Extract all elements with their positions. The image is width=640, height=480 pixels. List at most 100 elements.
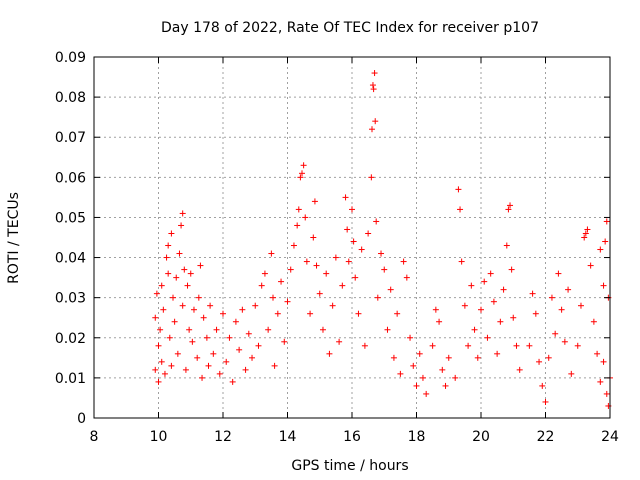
data-point (505, 206, 512, 213)
data-point (258, 282, 265, 289)
x-tick-label: 18 (408, 429, 426, 445)
grid-lines (94, 57, 610, 418)
data-point (189, 338, 196, 345)
data-point (352, 274, 359, 281)
data-point (261, 270, 268, 277)
data-point (365, 230, 372, 237)
data-point (474, 354, 481, 361)
data-point (184, 282, 191, 289)
data-point (500, 286, 507, 293)
data-point (372, 118, 379, 125)
data-point (207, 302, 214, 309)
data-point (323, 270, 330, 277)
data-point (597, 378, 604, 385)
data-point (249, 354, 256, 361)
data-point (158, 358, 165, 365)
data-point (307, 310, 314, 317)
data-point (458, 258, 465, 265)
data-point (345, 258, 352, 265)
data-point (178, 222, 185, 229)
data-point (274, 310, 281, 317)
data-point (552, 330, 559, 337)
data-point (265, 326, 272, 333)
x-tick-label: 8 (90, 429, 99, 445)
data-point (350, 238, 357, 245)
data-point (484, 334, 491, 341)
data-point (313, 262, 320, 269)
data-point (294, 222, 301, 229)
y-tick-label: 0.09 (55, 50, 86, 66)
data-point (526, 342, 533, 349)
data-point (494, 350, 501, 357)
data-point (590, 318, 597, 325)
data-point (503, 242, 510, 249)
data-point (344, 226, 351, 233)
data-point (195, 294, 202, 301)
data-point (471, 326, 478, 333)
data-point (220, 310, 226, 317)
y-tick-label: 0.04 (55, 251, 86, 267)
data-point (199, 374, 206, 381)
data-point (255, 342, 262, 349)
data-point (600, 358, 607, 365)
data-point (457, 206, 464, 213)
data-point (171, 318, 178, 325)
data-point (326, 350, 333, 357)
data-point (170, 294, 177, 301)
data-point (445, 354, 452, 361)
data-point (381, 266, 388, 273)
data-point (584, 226, 591, 233)
data-point (403, 274, 410, 281)
data-point (432, 306, 439, 313)
x-tick-label: 10 (150, 429, 168, 445)
y-tick-label: 0.07 (55, 130, 86, 146)
y-tick-label: 0.05 (55, 210, 86, 226)
data-point (455, 186, 462, 193)
y-tick-label: 0.06 (55, 170, 86, 186)
data-point (370, 86, 377, 93)
data-point (297, 174, 304, 181)
data-point (410, 362, 417, 369)
data-point (155, 342, 162, 349)
data-point (397, 370, 404, 377)
data-point (153, 290, 160, 297)
data-point (271, 362, 278, 369)
data-point (369, 82, 376, 89)
data-point (603, 390, 610, 397)
data-point (242, 366, 249, 373)
data-point (490, 298, 497, 305)
data-point (158, 282, 165, 289)
data-point (205, 362, 212, 369)
data-point (236, 346, 243, 353)
data-point (223, 358, 230, 365)
data-point (284, 298, 291, 305)
data-point (358, 246, 365, 253)
data-point (200, 314, 207, 321)
data-point (373, 218, 380, 225)
data-point (452, 374, 459, 381)
data-point (295, 206, 302, 213)
data-points (152, 70, 613, 409)
chart-title: Day 178 of 2022, Rate Of TEC Index for r… (161, 20, 539, 36)
data-point (481, 278, 488, 285)
data-point (269, 294, 276, 301)
data-point (229, 378, 236, 385)
data-point (497, 318, 504, 325)
data-point (416, 350, 423, 357)
data-point (152, 366, 159, 373)
data-point (461, 302, 468, 309)
data-point (197, 262, 204, 269)
data-point (548, 294, 555, 301)
data-point (161, 370, 168, 377)
data-point (487, 270, 494, 277)
data-point (439, 366, 446, 373)
data-point (232, 318, 239, 325)
data-point (302, 214, 309, 221)
data-point (429, 342, 436, 349)
data-point (355, 310, 362, 317)
data-point (465, 342, 472, 349)
data-point (165, 270, 172, 277)
data-point (245, 330, 252, 337)
data-point (342, 194, 349, 201)
